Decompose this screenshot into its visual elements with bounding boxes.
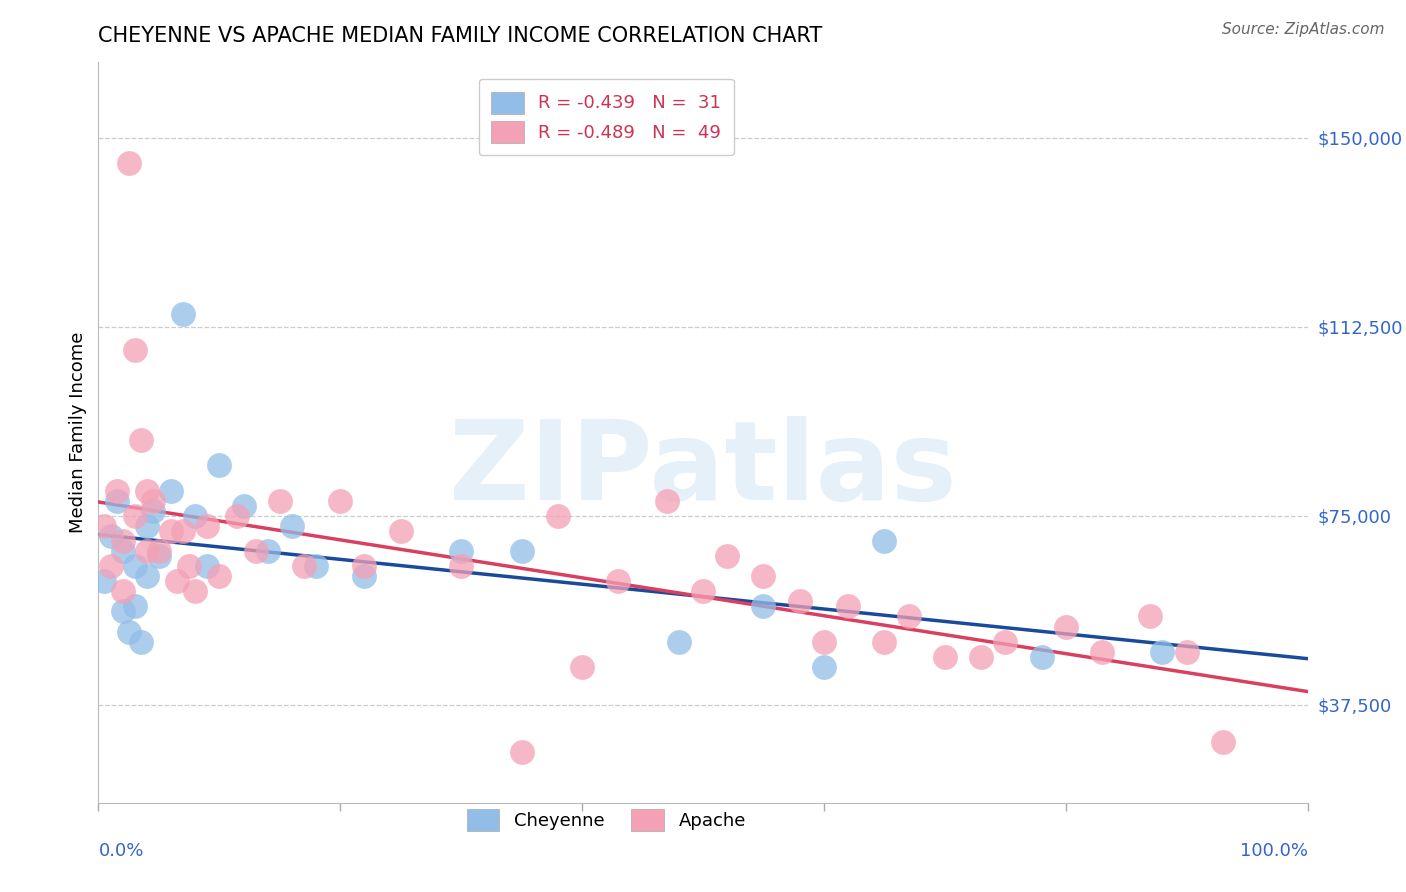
Point	[160, 483, 183, 498]
Point	[353, 569, 375, 583]
Point	[142, 504, 165, 518]
Point	[184, 508, 207, 523]
Point	[547, 508, 569, 523]
Point	[124, 599, 146, 614]
Text: 100.0%: 100.0%	[1240, 842, 1308, 860]
Point	[329, 493, 352, 508]
Point	[111, 544, 134, 558]
Point	[111, 584, 134, 599]
Point	[142, 493, 165, 508]
Point	[607, 574, 630, 589]
Point	[692, 584, 714, 599]
Y-axis label: Median Family Income: Median Family Income	[69, 332, 87, 533]
Point	[118, 156, 141, 170]
Point	[510, 544, 533, 558]
Point	[1091, 645, 1114, 659]
Point	[124, 559, 146, 574]
Point	[135, 483, 157, 498]
Point	[111, 604, 134, 618]
Point	[124, 508, 146, 523]
Point	[179, 559, 201, 574]
Point	[970, 649, 993, 664]
Point	[994, 634, 1017, 648]
Point	[129, 433, 152, 447]
Point	[1031, 649, 1053, 664]
Text: CHEYENNE VS APACHE MEDIAN FAMILY INCOME CORRELATION CHART: CHEYENNE VS APACHE MEDIAN FAMILY INCOME …	[98, 26, 823, 45]
Point	[510, 746, 533, 760]
Point	[208, 569, 231, 583]
Point	[172, 307, 194, 321]
Point	[450, 544, 472, 558]
Point	[148, 549, 170, 563]
Point	[752, 569, 775, 583]
Text: 0.0%: 0.0%	[98, 842, 143, 860]
Point	[655, 493, 678, 508]
Point	[1139, 609, 1161, 624]
Point	[256, 544, 278, 558]
Point	[353, 559, 375, 574]
Point	[105, 493, 128, 508]
Point	[305, 559, 328, 574]
Point	[184, 584, 207, 599]
Point	[813, 660, 835, 674]
Point	[135, 569, 157, 583]
Point	[129, 634, 152, 648]
Point	[135, 544, 157, 558]
Point	[292, 559, 315, 574]
Point	[195, 559, 218, 574]
Point	[897, 609, 920, 624]
Point	[1152, 645, 1174, 659]
Point	[1212, 735, 1234, 749]
Point	[100, 559, 122, 574]
Point	[135, 518, 157, 533]
Point	[1175, 645, 1198, 659]
Point	[105, 483, 128, 498]
Point	[716, 549, 738, 563]
Point	[160, 524, 183, 538]
Point	[789, 594, 811, 608]
Point	[232, 499, 254, 513]
Point	[195, 518, 218, 533]
Point	[873, 533, 896, 548]
Point	[389, 524, 412, 538]
Point	[813, 634, 835, 648]
Point	[668, 634, 690, 648]
Point	[208, 458, 231, 473]
Point	[111, 533, 134, 548]
Point	[269, 493, 291, 508]
Point	[148, 544, 170, 558]
Point	[226, 508, 249, 523]
Text: Source: ZipAtlas.com: Source: ZipAtlas.com	[1222, 22, 1385, 37]
Point	[172, 524, 194, 538]
Point	[124, 343, 146, 357]
Point	[752, 599, 775, 614]
Text: ZIPatlas: ZIPatlas	[449, 417, 957, 523]
Point	[281, 518, 304, 533]
Point	[934, 649, 956, 664]
Point	[450, 559, 472, 574]
Point	[245, 544, 267, 558]
Point	[571, 660, 593, 674]
Point	[93, 518, 115, 533]
Point	[100, 529, 122, 543]
Point	[118, 624, 141, 639]
Point	[93, 574, 115, 589]
Point	[873, 634, 896, 648]
Point	[1054, 619, 1077, 633]
Point	[837, 599, 859, 614]
Point	[166, 574, 188, 589]
Legend: Cheyenne, Apache: Cheyenne, Apache	[460, 802, 754, 838]
